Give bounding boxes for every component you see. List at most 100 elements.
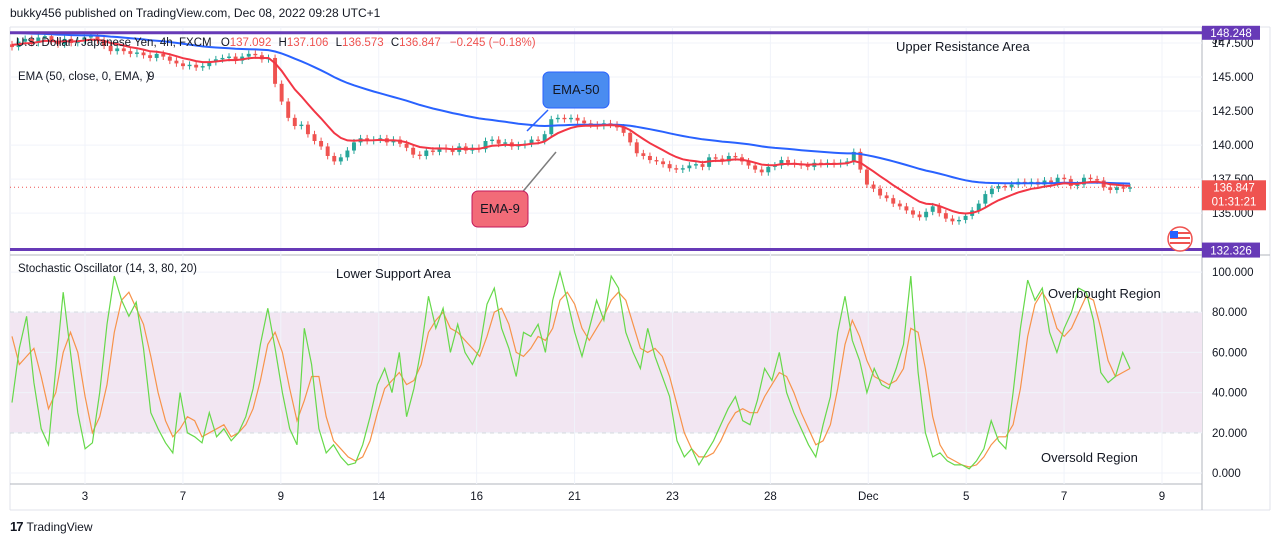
time-tick-label: 23 bbox=[666, 491, 679, 503]
ema9-line[interactable] bbox=[11, 38, 1131, 215]
lower-support-label: Lower Support Area bbox=[336, 266, 452, 281]
candle-body bbox=[437, 147, 442, 152]
candle-body bbox=[733, 155, 738, 158]
price-tick-label: 147.500 bbox=[1212, 38, 1254, 50]
last-price-tag bbox=[1202, 180, 1266, 211]
time-tick-label: 28 bbox=[764, 491, 777, 503]
stoch-k-line[interactable] bbox=[11, 269, 1131, 470]
candle-body bbox=[220, 57, 225, 60]
candle-body bbox=[621, 127, 626, 133]
candle-body bbox=[141, 52, 146, 56]
candle-body bbox=[647, 155, 652, 161]
candle-body bbox=[128, 51, 133, 54]
oversold-label: Oversold Region bbox=[1041, 450, 1138, 465]
candle-body bbox=[56, 41, 61, 45]
time-tick-label: 7 bbox=[1061, 491, 1067, 503]
candle-body bbox=[312, 134, 317, 141]
candle-body bbox=[82, 37, 87, 41]
legend-open-label: O bbox=[221, 37, 230, 49]
candle-body bbox=[884, 195, 889, 199]
stoch-d-line[interactable] bbox=[11, 291, 1131, 468]
candle-body bbox=[904, 206, 909, 211]
candle-body bbox=[200, 66, 205, 68]
time-axis[interactable]: 3 7 9 14 16 21 23 28 Dec 5 7 9 bbox=[82, 491, 1165, 503]
candle-body bbox=[10, 44, 14, 48]
candle-body bbox=[174, 60, 179, 64]
candle-body bbox=[628, 132, 633, 143]
last-price-text: 136.847 bbox=[1213, 182, 1255, 194]
candle-body bbox=[1108, 187, 1113, 191]
candle-body bbox=[766, 166, 771, 173]
overbought-label: Overbought Region bbox=[1048, 286, 1161, 301]
resistance-price-tag bbox=[1202, 25, 1260, 40]
candle-body bbox=[726, 155, 731, 162]
candle-body bbox=[851, 151, 856, 162]
stoch-tick-label: 80.000 bbox=[1212, 307, 1247, 319]
time-tick-label: 5 bbox=[963, 491, 969, 503]
ema50-callout[interactable] bbox=[542, 71, 610, 109]
candle-body bbox=[1114, 187, 1119, 191]
candle-body bbox=[29, 38, 34, 43]
candle-body bbox=[957, 219, 961, 222]
candle-body bbox=[450, 149, 455, 152]
stoch-axis[interactable]: 100.000 80.000 60.000 40.000 20.000 0.000 bbox=[1212, 267, 1254, 480]
ema-nine-legend: 9 bbox=[148, 71, 154, 83]
candle-body bbox=[1049, 180, 1054, 184]
candle-body bbox=[207, 62, 212, 67]
candle-body bbox=[424, 150, 429, 156]
candle-body bbox=[430, 150, 435, 152]
legend-low: 136.573 bbox=[342, 37, 384, 49]
candle-body bbox=[1075, 184, 1080, 186]
candle-body bbox=[786, 160, 790, 163]
candle-body bbox=[490, 139, 495, 141]
candle-body bbox=[1095, 179, 1100, 181]
candle-body bbox=[1128, 187, 1132, 189]
candle-body bbox=[181, 63, 185, 67]
candle-body bbox=[746, 161, 751, 166]
tradingview-logo-icon: 17 bbox=[10, 519, 24, 534]
candle-body bbox=[36, 37, 41, 43]
candle-body bbox=[950, 218, 955, 222]
publisher-line: bukky456 published on TradingView.com, D… bbox=[10, 6, 381, 20]
candle-body bbox=[575, 117, 580, 121]
candle-body bbox=[989, 188, 994, 195]
ema9-callout[interactable] bbox=[471, 190, 529, 228]
candle-body bbox=[49, 36, 54, 42]
candle-body bbox=[194, 64, 199, 68]
legend-low-label: L bbox=[336, 37, 343, 49]
price-tick-label: 135.000 bbox=[1212, 208, 1254, 220]
candle-body bbox=[23, 38, 28, 42]
time-tick-label: 14 bbox=[372, 491, 385, 503]
candle-body bbox=[233, 56, 238, 61]
candle-body bbox=[930, 206, 935, 212]
candle-body bbox=[1003, 185, 1008, 188]
bar-countdown: 01:31:21 bbox=[1212, 196, 1257, 208]
us-flag-icon[interactable] bbox=[1167, 226, 1193, 252]
candle-body bbox=[1088, 177, 1093, 180]
candle-body bbox=[536, 139, 541, 141]
candle-body bbox=[299, 124, 304, 127]
price-axis[interactable]: 147.500145.000142.500140.000137.500135.0… bbox=[1212, 38, 1254, 220]
footer-brand[interactable]: 17 TradingView bbox=[10, 519, 93, 534]
stoch-tick-label: 60.000 bbox=[1212, 347, 1247, 359]
candle-body bbox=[1062, 177, 1067, 180]
ema50-line[interactable] bbox=[11, 31, 1131, 185]
legend-close: 136.847 bbox=[399, 37, 441, 49]
candle-body bbox=[102, 40, 107, 46]
candle-body bbox=[976, 203, 981, 211]
candle-body bbox=[582, 120, 587, 124]
candle-body bbox=[917, 214, 922, 218]
stoch-tick-label: 20.000 bbox=[1212, 428, 1247, 440]
candle-body bbox=[713, 157, 718, 159]
candle-body bbox=[319, 141, 324, 147]
candle-body bbox=[121, 48, 126, 52]
stoch-tick-label: 100.000 bbox=[1212, 267, 1254, 279]
candle-body bbox=[845, 161, 850, 163]
candle-body bbox=[292, 117, 297, 127]
ema9-callout-pointer bbox=[519, 151, 557, 196]
price-tick-label: 140.000 bbox=[1212, 140, 1254, 152]
candle-body bbox=[700, 164, 705, 167]
stoch-tick-label: 0.000 bbox=[1212, 468, 1241, 480]
candle-body bbox=[503, 142, 508, 144]
